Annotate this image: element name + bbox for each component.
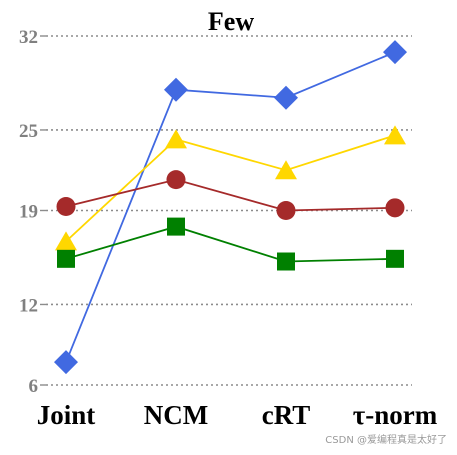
- data-point-diamond: [274, 85, 298, 110]
- x-axis-ticks: Joint NCM cRT τ-norm: [37, 400, 438, 430]
- series-line: [65, 225, 396, 263]
- data-point-square: [277, 252, 295, 271]
- x-tick-label: τ-norm: [353, 400, 438, 430]
- data-point-square: [57, 249, 75, 268]
- data-point-triangle: [275, 160, 297, 180]
- gridlines: [46, 35, 412, 386]
- watermark-text: CSDN @爱编程真是太好了: [325, 433, 447, 446]
- chart-title: Few: [208, 7, 254, 36]
- series-diamond: [54, 40, 407, 375]
- y-tick-label: 32: [19, 27, 38, 48]
- series-square: [57, 217, 404, 271]
- series-line: [65, 51, 396, 363]
- series-line: [65, 178, 396, 212]
- series-triangle: [55, 125, 406, 251]
- x-tick-label: NCM: [144, 400, 208, 430]
- x-tick-label: Joint: [37, 400, 96, 430]
- x-tick-label: cRT: [262, 400, 311, 430]
- data-point-square: [167, 217, 185, 236]
- data-point-triangle: [384, 125, 406, 145]
- data-point-circle: [166, 170, 186, 190]
- series-circle: [56, 170, 405, 220]
- y-tick-label: 25: [19, 121, 38, 142]
- y-tick-label: 12: [19, 295, 38, 316]
- data-point-triangle: [165, 129, 187, 149]
- data-point-triangle: [55, 231, 77, 251]
- y-tick-label: 19: [19, 202, 38, 223]
- data-point-square: [386, 249, 404, 268]
- y-tick-label: 6: [29, 376, 39, 397]
- data-point-circle: [385, 198, 405, 218]
- y-axis-ticks: 6 12 19 25 32: [19, 27, 46, 397]
- data-point-circle: [276, 201, 296, 220]
- data-point-diamond: [383, 40, 407, 65]
- data-point-diamond: [164, 77, 188, 102]
- series-layer: [54, 40, 407, 375]
- data-point-circle: [56, 196, 76, 216]
- series-line: [65, 134, 396, 243]
- data-point-diamond: [54, 350, 78, 375]
